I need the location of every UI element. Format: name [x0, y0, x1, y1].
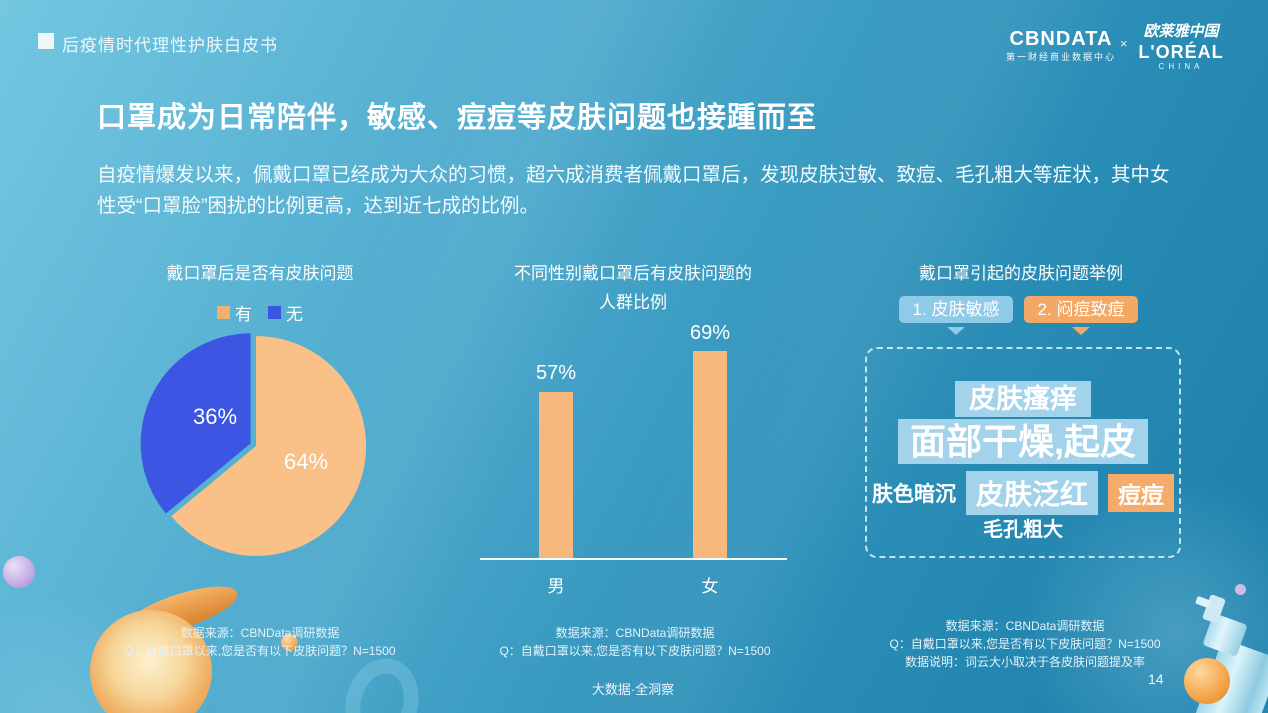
bar-chart-title-line2: 人群比例 [599, 292, 667, 312]
page-title: 口罩成为日常陪伴，敏感、痘痘等皮肤问题也接踵而至 [97, 102, 818, 134]
word-itchy-skin: 皮肤瘙痒 [955, 381, 1091, 417]
wordcloud-row: 肤色暗沉 皮肤泛红 痘痘 [867, 471, 1179, 515]
page-number: 14 [1148, 671, 1164, 687]
wordcloud-title: 戴口罩引起的皮肤问题举例 [919, 264, 1123, 283]
wordcloud-row: 毛孔粗大 [867, 513, 1179, 542]
pie-slice-label-yes: 64% [283, 449, 329, 474]
tag-skin-sensitive: 1. 皮肤敏感 [899, 296, 1013, 323]
logo-separator-x-icon: × [1120, 36, 1128, 51]
wordcloud-source-note: 数据来源：CBNData调研数据 Q：自戴口罩以来,您是否有以下皮肤问题？N=1… [855, 617, 1195, 671]
legend-label: 有 [235, 305, 252, 324]
bar-value-label-male: 57% [535, 362, 577, 384]
pie-slice-yes [171, 335, 367, 556]
lavender-sphere-decoration [3, 556, 35, 588]
source-line: 数据说明：词云大小取决于各皮肤问题提及率 [904, 655, 1145, 669]
source-line: 数据来源：CBNData调研数据 [945, 619, 1105, 633]
lavender-dot-decoration [1235, 584, 1246, 595]
source-line: Q：自戴口罩以来,您是否有以下皮肤问题？N=1500 [124, 644, 396, 658]
pump-bottle-neck [1202, 612, 1248, 658]
loreal-logo: 欧莱雅中国 L'ORÉAL CHINA [1133, 22, 1229, 72]
loreal-wordmark: L'ORÉAL [1138, 42, 1224, 62]
pie-source-note: 数据来源：CBNData调研数据 Q：自戴口罩以来,您是否有以下皮肤问题？N=1… [90, 624, 430, 660]
source-line: Q：自戴口罩以来,您是否有以下皮肤问题？N=1500 [889, 637, 1161, 651]
tag-pointer-blue-icon [947, 327, 965, 335]
source-line: Q：自戴口罩以来,您是否有以下皮肤问题？N=1500 [499, 644, 771, 658]
legend-item-yes: 有 [217, 300, 252, 325]
source-line: 数据来源：CBNData调研数据 [180, 626, 340, 640]
bar-chart-baseline [480, 558, 787, 560]
cbndata-logo: CBNDATA 第一财经商业数据中心 [1005, 28, 1117, 64]
wordcloud-box: 皮肤瘙痒 面部干燥,起皮 肤色暗沉 皮肤泛红 痘痘 毛孔粗大 [865, 347, 1181, 558]
bar-female [693, 351, 727, 558]
header-square-bullet [38, 33, 54, 49]
bar-male [539, 392, 573, 558]
word-red-skin: 皮肤泛红 [965, 471, 1098, 515]
tag-pointer-orange-icon [1072, 327, 1090, 335]
word-dull-skin: 肤色暗沉 [871, 483, 956, 506]
legend-label: 无 [286, 305, 303, 324]
bar-category-female: 女 [701, 577, 719, 596]
wordcloud-row: 皮肤瘙痒 [867, 377, 1179, 417]
bar-value-label-female: 69% [689, 322, 731, 344]
pie-slice-no [140, 333, 251, 514]
tag-acne: 2. 闷痘致痘 [1024, 296, 1138, 323]
source-line: 数据来源：CBNData调研数据 [555, 626, 715, 640]
cbndata-wordmark: CBNDATA [1009, 28, 1113, 50]
loreal-country: CHINA [1158, 62, 1204, 71]
pie-slice-label-no: 36% [192, 404, 238, 429]
bar-chart-title-line1: 不同性别戴口罩后有皮肤问题的 [514, 264, 752, 283]
word-dry-peeling: 面部干燥,起皮 [897, 419, 1148, 464]
pie-chart-title: 戴口罩后是否有皮肤问题 [166, 264, 354, 283]
legend-item-no: 无 [268, 300, 303, 325]
pump-bottle-spout [1195, 595, 1211, 609]
legend-swatch-orange [217, 306, 230, 319]
wordcloud-row: 面部干燥,起皮 [867, 413, 1179, 465]
cbndata-subtitle: 第一财经商业数据中心 [1005, 52, 1116, 62]
word-pimples: 痘痘 [1108, 474, 1174, 512]
loreal-chinese-script: 欧莱雅中国 [1143, 23, 1219, 40]
word-large-pores: 毛孔粗大 [983, 519, 1063, 541]
legend-swatch-blue [268, 306, 281, 319]
breadcrumb: 后疫情时代理性护肤白皮书 [62, 36, 278, 55]
bar-chart-title: 不同性别戴口罩后有皮肤问题的 人群比例 [468, 260, 798, 318]
footer-tagline: 大数据·全洞察 [591, 682, 675, 697]
pump-bottle-pump [1202, 594, 1226, 624]
bar-category-male: 男 [547, 577, 565, 596]
pie-chart: 36% 64% [133, 328, 383, 568]
bar-source-note: 数据来源：CBNData调研数据 Q：自戴口罩以来,您是否有以下皮肤问题？N=1… [465, 624, 805, 660]
page-subtitle: 自疫情爆发以来，佩戴口罩已经成为大众的习惯，超六成消费者佩戴口罩后，发现皮肤过敏… [97, 164, 1170, 218]
pie-svg [140, 333, 367, 556]
pie-legend: 有 无 [110, 300, 410, 325]
